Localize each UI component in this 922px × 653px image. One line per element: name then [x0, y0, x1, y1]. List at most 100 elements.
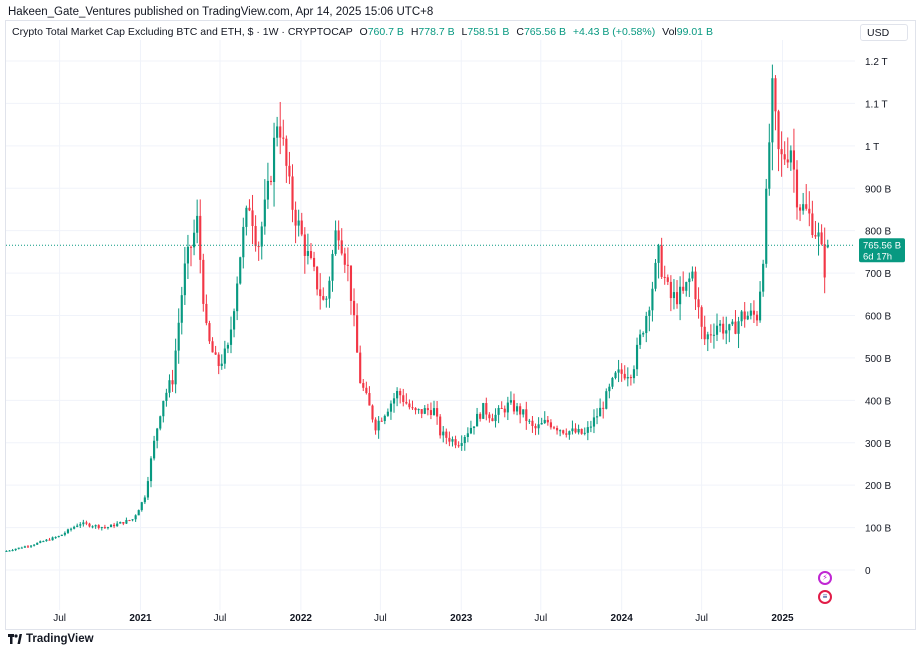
candle-body	[528, 420, 531, 422]
candle-body	[731, 321, 734, 325]
candle-body	[73, 526, 76, 529]
symbol-title[interactable]: Crypto Total Market Cap Excluding BTC an…	[12, 26, 353, 38]
candle-body	[146, 481, 150, 498]
candle-body	[76, 525, 79, 527]
candle-body	[316, 266, 319, 290]
candle-body	[792, 150, 795, 170]
candle-body	[156, 428, 159, 441]
candle-body	[149, 458, 153, 482]
candle-body	[312, 257, 316, 267]
candle-body	[300, 220, 303, 235]
volume-value: 99.01 B	[676, 26, 713, 38]
candle-body	[485, 403, 488, 415]
candle-body	[8, 550, 11, 552]
tradingview-logo-icon	[8, 634, 22, 644]
candle-body	[143, 497, 146, 503]
candle-body	[783, 154, 786, 160]
y-tick-label: 600 B	[865, 312, 891, 323]
candle-body	[423, 408, 426, 414]
price-tag-value: 765.56 B	[863, 240, 901, 251]
candle-body	[706, 334, 709, 340]
x-tick-label: 2021	[129, 613, 152, 624]
low-value: 758.51 B	[467, 26, 510, 38]
close-label: C	[516, 26, 524, 38]
y-tick-label: 0	[865, 566, 871, 577]
candle-body	[460, 443, 463, 446]
candle-body	[534, 425, 537, 429]
high-value: 778.7 B	[418, 26, 455, 38]
x-tick-label: 2023	[450, 613, 473, 624]
candle-body	[734, 321, 737, 334]
candle-body	[211, 341, 214, 353]
candle-body	[479, 413, 482, 419]
candle-body	[193, 232, 196, 248]
candle-body	[512, 400, 516, 412]
y-tick-label: 100 B	[865, 524, 891, 535]
candle-body	[386, 411, 389, 416]
candle-body	[109, 524, 113, 528]
candle-body	[654, 262, 657, 289]
candle-body	[309, 251, 313, 258]
candle-body	[263, 199, 266, 227]
candle-body	[137, 510, 140, 516]
candle-body	[500, 407, 503, 409]
candle-body	[740, 311, 743, 322]
candle-body	[125, 520, 128, 524]
candle-body	[675, 292, 679, 305]
candle-body	[276, 126, 279, 138]
candle-body	[165, 392, 168, 401]
candle-body	[294, 209, 297, 226]
candle-body	[97, 525, 100, 528]
candle-body	[42, 541, 45, 543]
candle-body	[602, 407, 605, 409]
candle-body	[128, 520, 131, 522]
candle-body	[436, 408, 439, 417]
candle-body	[343, 253, 346, 265]
candle-body	[765, 188, 768, 264]
candle-body	[759, 291, 762, 321]
candle-body	[349, 265, 353, 301]
candle-body	[811, 213, 814, 236]
candle-body	[540, 422, 543, 425]
candle-body	[429, 410, 433, 415]
candle-body	[562, 430, 565, 434]
candle-body	[771, 78, 774, 143]
candle-body	[334, 230, 337, 254]
lightning-badge-icon[interactable]: ⚡	[818, 571, 832, 585]
candle-body	[79, 524, 82, 526]
candle-body	[162, 400, 165, 417]
candle-body	[645, 315, 648, 334]
candle-body	[389, 403, 393, 412]
candle-body	[45, 539, 48, 542]
candle-body	[420, 409, 423, 414]
candle-body	[217, 354, 220, 367]
candle-body	[537, 424, 540, 429]
candle-body	[503, 408, 506, 413]
currency-selector[interactable]: USD	[860, 24, 908, 41]
candle-body	[568, 431, 571, 435]
candle-body	[23, 546, 26, 548]
us-flag-badge-icon[interactable]: ≡	[818, 590, 832, 604]
candle-body	[549, 422, 552, 428]
candle-body	[620, 369, 623, 374]
candle-body	[319, 289, 322, 297]
candle-body	[328, 280, 331, 299]
candle-body	[691, 271, 694, 279]
candle-body	[648, 310, 651, 316]
candle-body	[805, 204, 808, 209]
brand-footer[interactable]: TradingView	[8, 633, 94, 645]
candle-body	[586, 427, 589, 433]
candle-body	[362, 383, 365, 388]
candle-body	[506, 402, 509, 413]
y-tick-label: 1.1 T	[865, 99, 888, 110]
candle-body	[66, 529, 70, 533]
candle-body	[697, 299, 700, 308]
x-tick-label: Jul	[534, 613, 547, 624]
candle-body	[746, 315, 749, 320]
candle-body	[663, 276, 666, 278]
candle-body	[291, 176, 294, 210]
candle-body	[396, 390, 399, 399]
candle-body	[14, 548, 17, 551]
y-tick-label: 500 B	[865, 354, 891, 365]
